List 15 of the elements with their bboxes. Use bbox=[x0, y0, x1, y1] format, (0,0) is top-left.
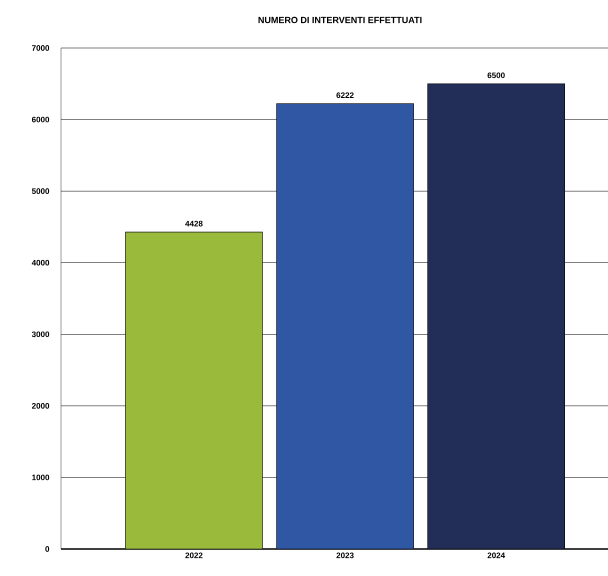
y-tick-label: 5000 bbox=[32, 188, 50, 194]
chart-title: NUMERO DI INTERVENTI EFFETTUATI bbox=[258, 16, 422, 24]
y-tick-label: 2000 bbox=[32, 403, 50, 409]
data-label: 6222 bbox=[336, 92, 354, 98]
y-tick-label: 1000 bbox=[32, 474, 50, 480]
x-tick-label: 2023 bbox=[336, 552, 354, 558]
y-tick-label: 4000 bbox=[32, 260, 50, 266]
data-label: 6500 bbox=[488, 72, 505, 78]
y-tick-label: 6000 bbox=[32, 116, 50, 122]
y-tick-label: 3000 bbox=[32, 331, 50, 338]
x-tick-label: 2022 bbox=[185, 552, 203, 558]
data-label: 4428 bbox=[185, 220, 203, 226]
y-tick-label: 0 bbox=[45, 546, 50, 552]
x-tick-label: 2024 bbox=[488, 552, 506, 558]
y-tick-label: 7000 bbox=[32, 45, 50, 51]
